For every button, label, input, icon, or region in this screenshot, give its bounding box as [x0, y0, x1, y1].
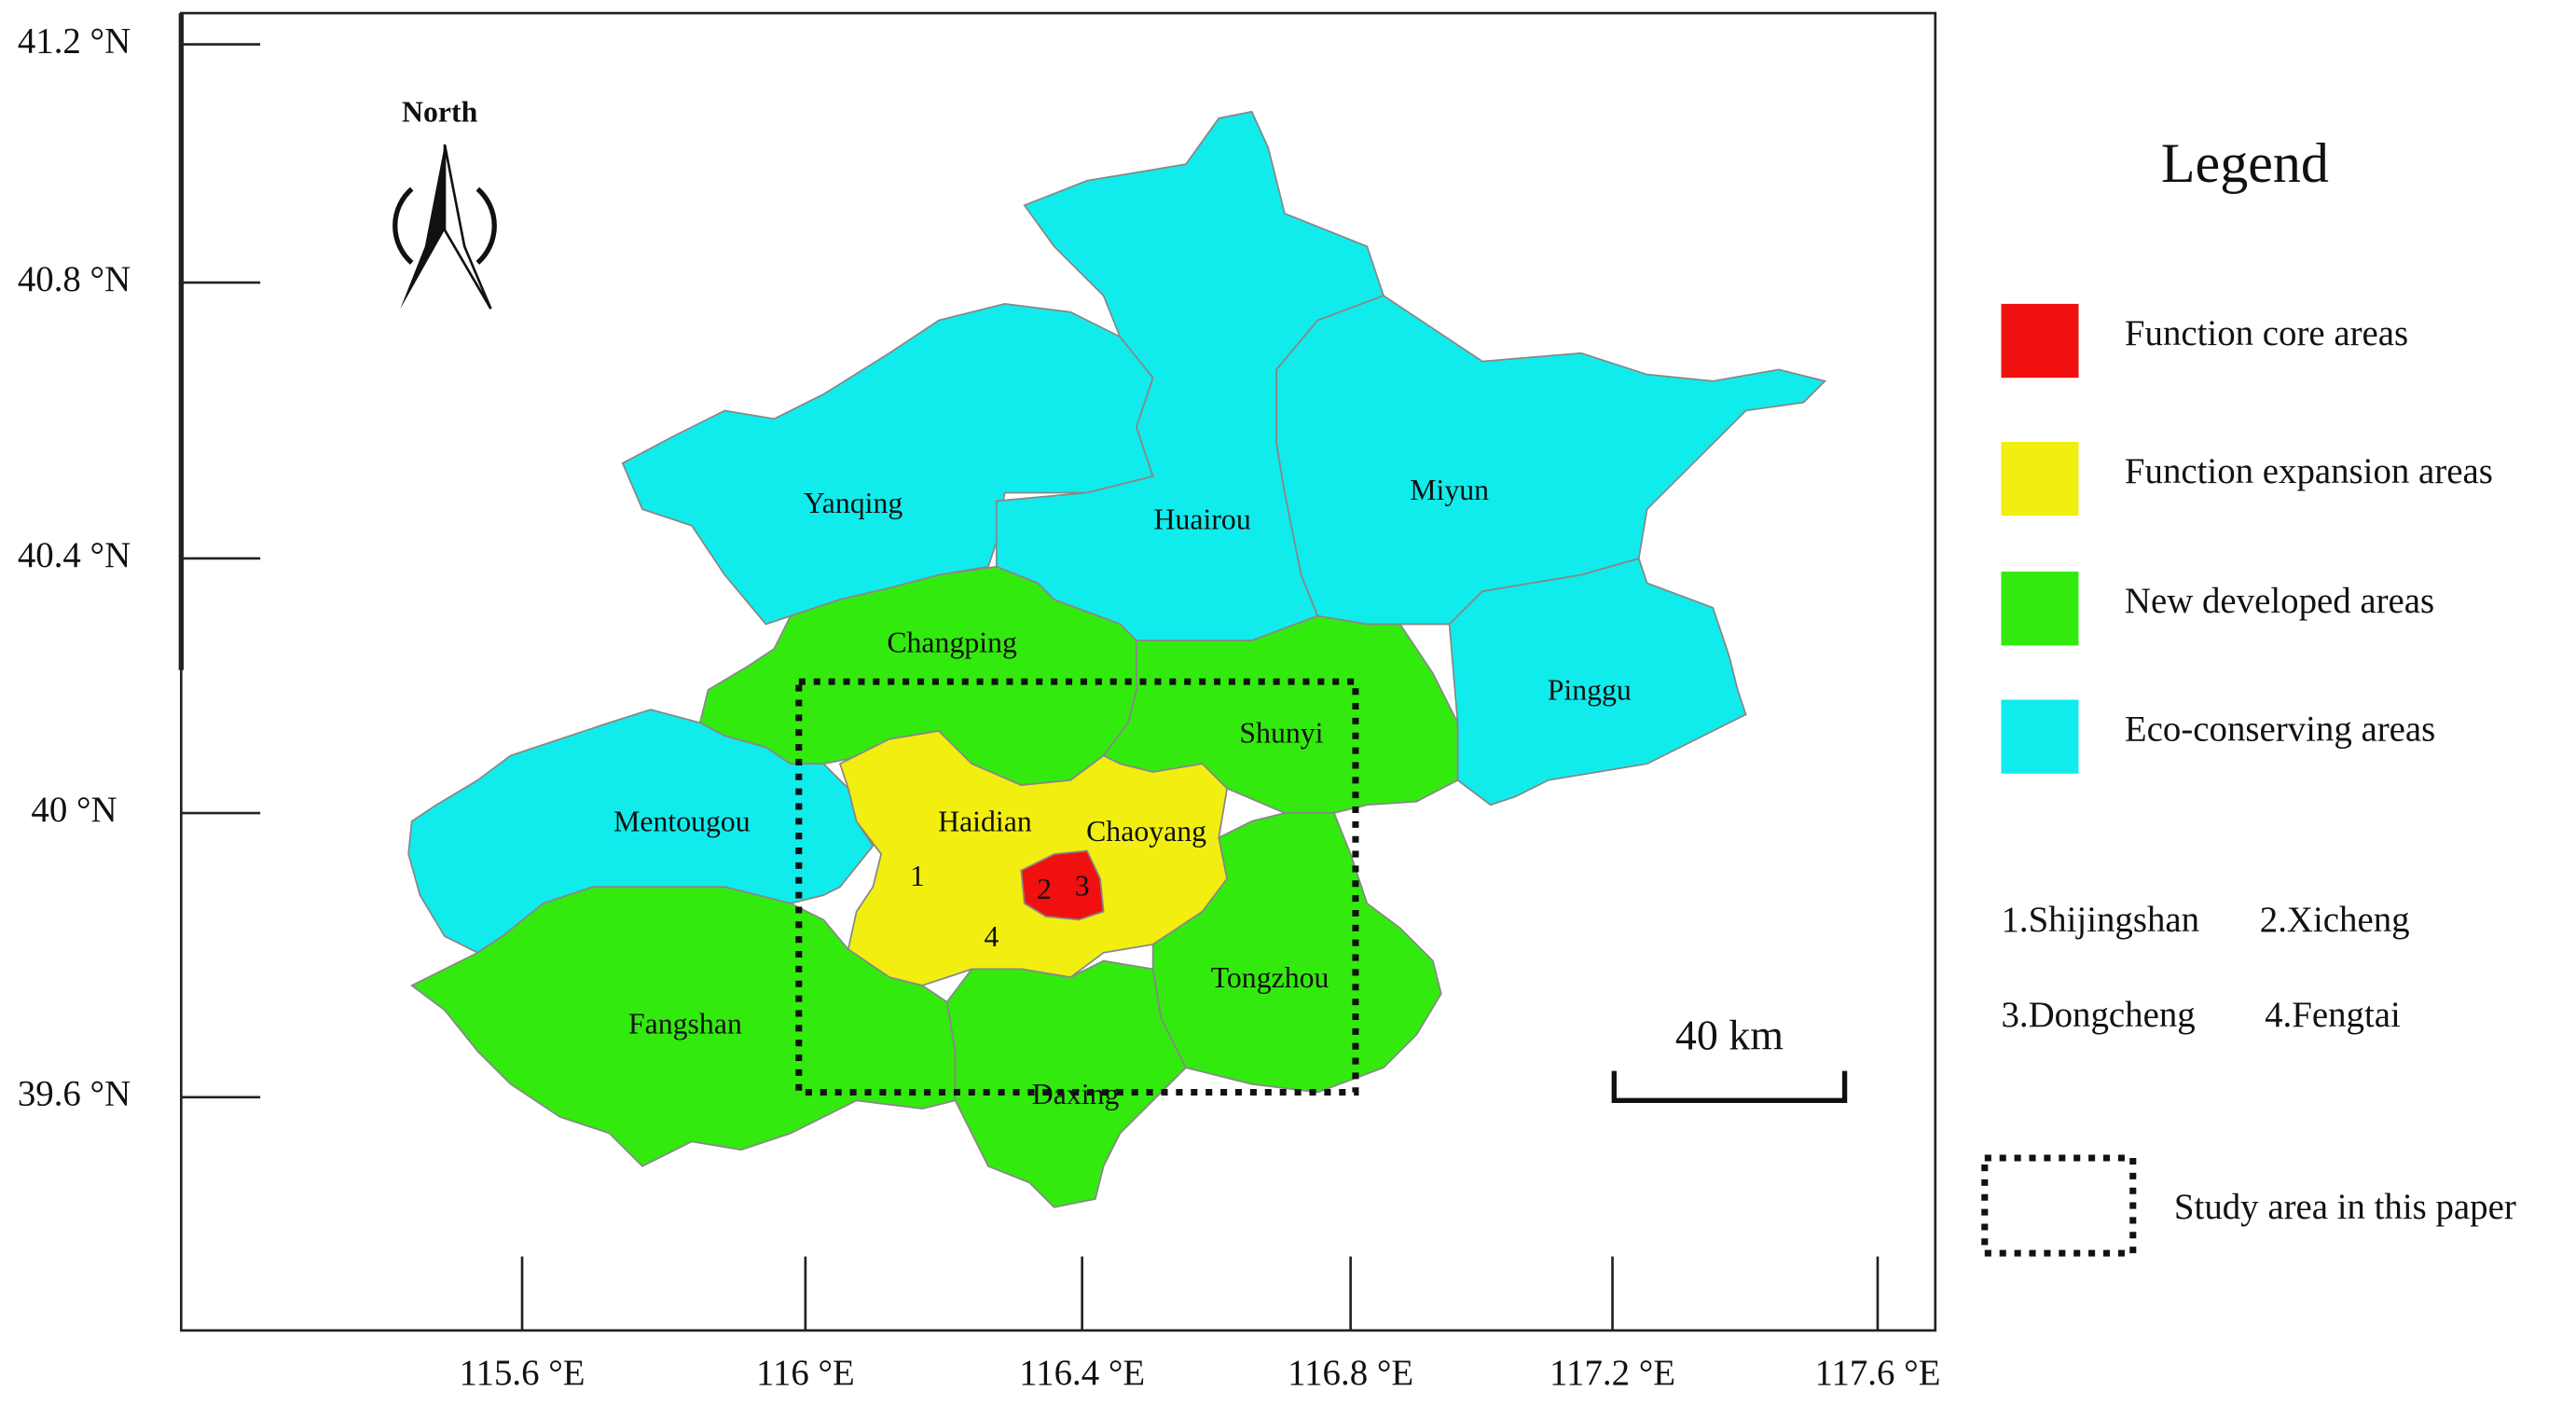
lon-tick-label: 117.2 °E [1550, 1353, 1675, 1393]
region-daxing [945, 959, 1188, 1208]
lon-tick-label: 117.6 °E [1814, 1353, 1940, 1393]
legend-key: 1.Shijingshan [2001, 900, 2199, 940]
arrow-left [400, 145, 445, 310]
lat-tick-label: 40.4 °N [18, 535, 131, 575]
district-label: 4 [985, 920, 999, 953]
legend-swatch [2001, 303, 2079, 379]
district-label: Shunyi [1239, 717, 1323, 750]
district-label: Miyun [1410, 474, 1489, 506]
legend-label: Function expansion areas [2125, 451, 2493, 491]
legend-study-label: Study area in this paper [2174, 1187, 2516, 1227]
region-pinggu [1448, 557, 1747, 806]
lon-tick-label: 116.4 °E [1019, 1353, 1145, 1393]
district-label: Yanqing [804, 487, 902, 519]
lon-tick-label: 116.8 °E [1288, 1353, 1413, 1393]
north-label: North [402, 96, 478, 129]
lon-tick-label: 115.6 °E [460, 1353, 585, 1393]
district-label: Haidian [938, 806, 1032, 838]
region-core [1020, 849, 1105, 921]
district-label: Fangshan [628, 1007, 742, 1040]
lon-tick-label: 116 °E [756, 1353, 855, 1393]
lat-tick-label: 40 °N [31, 790, 117, 830]
arrow-ring [393, 186, 497, 265]
legend-swatch [2001, 441, 2079, 517]
district-label: Changping [887, 627, 1017, 659]
district-label: 3 [1075, 869, 1090, 902]
legend-label: Function core areas [2125, 313, 2408, 353]
district-label: Daxing [1032, 1078, 1120, 1110]
district-label: 2 [1037, 873, 1052, 905]
district-label: Tongzhou [1211, 961, 1329, 994]
district-label: Huairou [1154, 503, 1251, 536]
legend-label: New developed areas [2125, 581, 2434, 621]
legend-title: Legend [2161, 132, 2329, 194]
north-arrow: North [393, 96, 497, 310]
map-frame [180, 11, 1937, 1332]
lat-tick-label: 41.2 °N [18, 21, 131, 62]
study-area-box [795, 678, 1359, 1096]
district-label: Chaoyang [1086, 815, 1206, 848]
legend-swatch [2001, 699, 2079, 774]
region-tongzhou [1151, 812, 1442, 1094]
legend-key: 3.Dongcheng [2001, 995, 2195, 1035]
legend-study-box [1981, 1154, 2137, 1257]
district-label: Mentougou [613, 806, 751, 838]
legend-key: 2.Xicheng [2260, 900, 2410, 940]
region-miyun [1275, 295, 1827, 626]
district-label: 1 [910, 860, 925, 892]
scale-bar: 40 km [1611, 1012, 1848, 1103]
arrow-right [443, 144, 492, 310]
scale-bar-line [1611, 1070, 1848, 1103]
lat-tick-label: 40.8 °N [18, 259, 131, 299]
legend-key: 4.Fengtai [2265, 995, 2401, 1035]
regions [407, 110, 1827, 1208]
scale-label: 40 km [1675, 1012, 1784, 1059]
district-label: Pinggu [1548, 674, 1632, 707]
lat-tick-label: 39.6 °N [18, 1074, 131, 1114]
legend-label: Eco-conserving areas [2125, 710, 2435, 750]
legend-swatch [2001, 572, 2079, 646]
